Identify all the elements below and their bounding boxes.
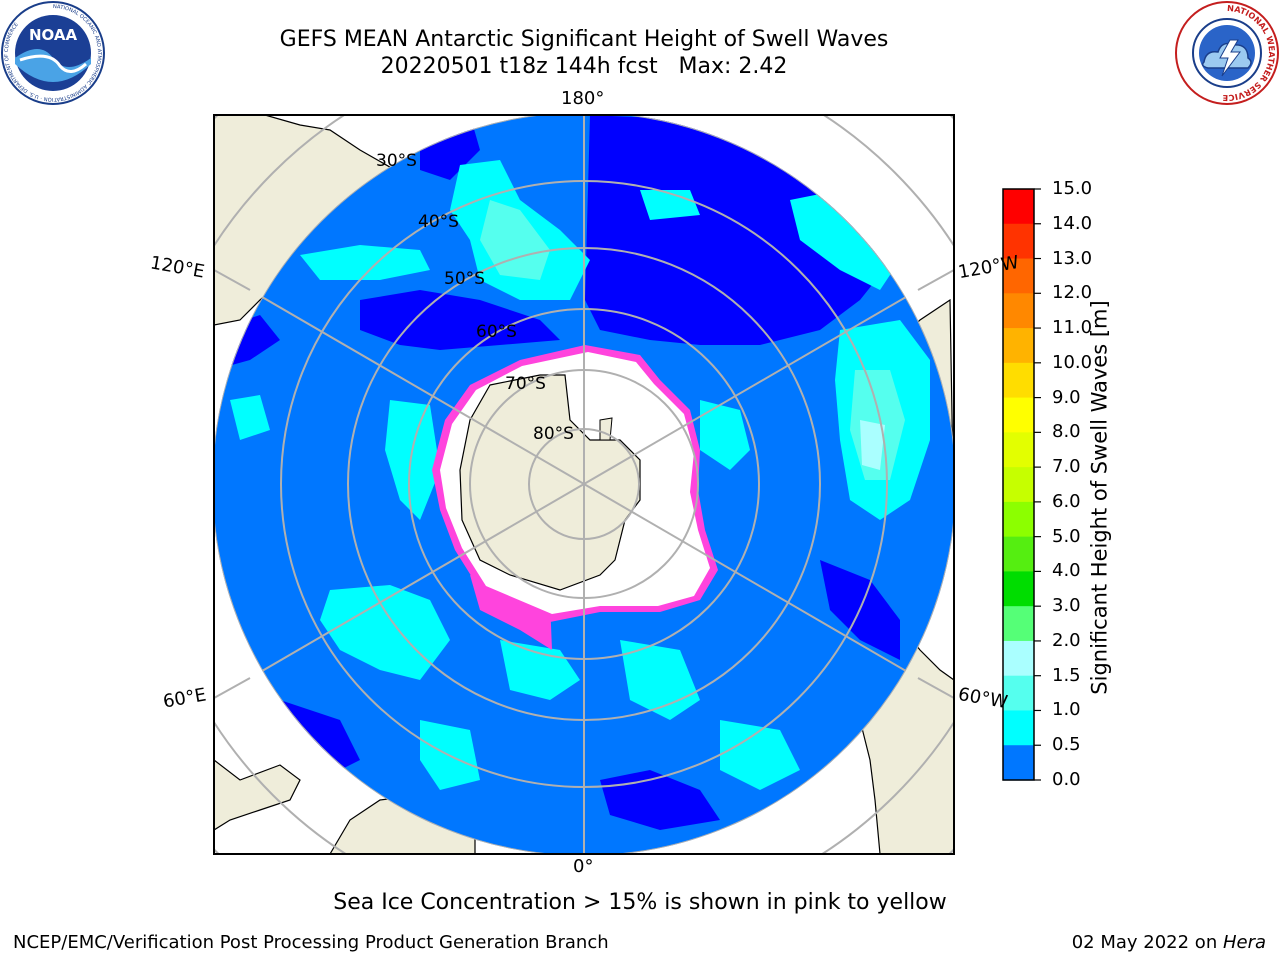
colorbar xyxy=(1003,188,1041,781)
antarctica xyxy=(432,345,718,650)
colorbar-tick-label: 7.0 xyxy=(1052,456,1081,478)
colorbar-tick-label: 1.0 xyxy=(1052,699,1081,721)
host-name: Hera xyxy=(1222,932,1266,953)
colorbar-segment xyxy=(1003,640,1034,677)
colorbar-tick-label: 1.5 xyxy=(1052,664,1081,686)
colorbar-tick-label: 4.0 xyxy=(1052,560,1081,582)
colorbar-segment xyxy=(1003,189,1034,225)
lat-label-30s: 30°S xyxy=(376,151,417,171)
colorbar-tick-label: 14.0 xyxy=(1052,212,1093,234)
colorbar-segment xyxy=(1003,675,1034,712)
lat-label-60s: 60°S xyxy=(476,322,517,342)
lon-label-180: 180° xyxy=(561,88,605,109)
colorbar-segment xyxy=(1003,397,1034,433)
credit-text: NCEP/EMC/Verification Post Processing Pr… xyxy=(13,932,609,953)
colorbar-tick-label: 0.0 xyxy=(1052,769,1081,790)
lat-label-50s: 50°S xyxy=(444,269,485,289)
colorbar-tick-label: 11.0 xyxy=(1052,317,1093,339)
map-title: GEFS MEAN Antarctic Significant Height o… xyxy=(279,27,889,52)
colorbar-tick-label: 13.0 xyxy=(1052,247,1093,269)
date-text: 02 May 2022 on Hera xyxy=(1072,932,1266,953)
lon-label-0: 0° xyxy=(573,856,594,877)
nws-logo: NATIONAL WEATHER SERVICE xyxy=(1175,1,1279,105)
lat-label-70s: 70°S xyxy=(505,374,546,394)
colorbar-segment xyxy=(1003,432,1034,468)
noaa-logo-text: NOAA xyxy=(29,26,78,44)
sea-ice-note: Sea Ice Concentration > 15% is shown in … xyxy=(333,890,947,915)
noaa-logo: NOAA NATIONAL OCEANIC AND ATMOSPHERIC AD… xyxy=(1,1,105,105)
colorbar-segment xyxy=(1003,467,1034,503)
graticule xyxy=(214,115,954,854)
colorbar-segment xyxy=(1003,606,1034,642)
colorbar-frame xyxy=(1002,188,1035,781)
lat-label-40s: 40°S xyxy=(418,212,459,232)
colorbar-segment xyxy=(1003,571,1034,607)
colorbar-title: Significant Height of Swell Waves [m] xyxy=(1087,300,1112,695)
lat-label-80s: 80°S xyxy=(533,424,574,444)
colorbar-segment xyxy=(1003,745,1034,781)
colorbar-segment xyxy=(1003,536,1034,573)
colorbar-segment xyxy=(1003,328,1034,364)
colorbar-tick-label: 6.0 xyxy=(1052,490,1081,512)
colorbar-tick-label: 8.0 xyxy=(1052,421,1081,443)
colorbar-segment xyxy=(1003,362,1034,399)
colorbar-tick-label: 5.0 xyxy=(1052,525,1081,547)
colorbar-segment xyxy=(1003,258,1034,294)
colorbar-tick-label: 3.0 xyxy=(1052,595,1081,617)
date-label: 02 May 2022 on xyxy=(1071,932,1223,953)
colorbar-segment xyxy=(1003,501,1034,538)
map-subtitle: 20220501 t18z 144h fcst Max: 2.42 xyxy=(380,54,788,79)
colorbar-segment xyxy=(1003,293,1034,329)
colorbar-tick-label: 10.0 xyxy=(1052,351,1093,373)
colorbar-segment xyxy=(1003,710,1034,746)
colorbar-tick-label: 2.0 xyxy=(1052,629,1081,651)
colorbar-tick-label: 0.5 xyxy=(1052,734,1081,756)
colorbar-tick-label: 9.0 xyxy=(1052,386,1081,408)
map-frame xyxy=(213,114,955,855)
colorbar-tick-label: 15.0 xyxy=(1052,178,1093,199)
colorbar-segment xyxy=(1003,223,1034,260)
colorbar-tick-label: 12.0 xyxy=(1052,282,1093,304)
